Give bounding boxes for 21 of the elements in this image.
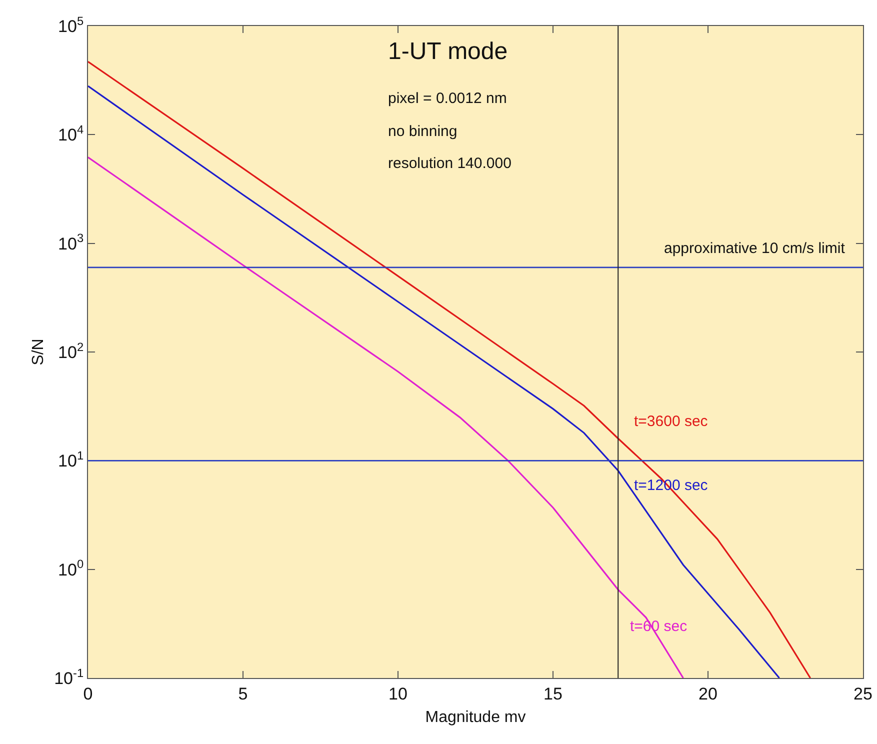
- y-tick-label: 10$^{-1}$: [54, 666, 84, 688]
- y-tick-label: 10$^{5}$: [58, 14, 84, 36]
- x-axis-title: Magnitude mv: [425, 709, 526, 726]
- y-axis-title: S/N: [30, 338, 47, 366]
- x-tick-label: 5: [238, 684, 248, 704]
- ref-line-label: approximative 10 cm/s limit: [664, 240, 846, 257]
- y-tick-label: 10$^{3}$: [58, 231, 84, 254]
- text: 1-UT mode: [388, 38, 508, 65]
- series-label: t=3600 sec: [634, 413, 708, 430]
- x-tick-label: 15: [544, 684, 562, 704]
- x-tick-label: 20: [698, 684, 718, 704]
- y-tick-label: 10$^{4}$: [58, 122, 84, 145]
- y-tick-label: 10$^{2}$: [58, 340, 84, 362]
- x-tick-label: 25: [854, 684, 872, 704]
- annotation: no binning: [388, 123, 458, 140]
- annotation: pixel = 0.0012 nm: [388, 90, 507, 107]
- y-tick-label: 10$^{1}$: [58, 448, 84, 471]
- annotation: resolution 140.000: [388, 155, 512, 172]
- y-tick-label: 10$^{0}$: [58, 557, 84, 580]
- x-tick-label: 0: [83, 684, 93, 704]
- x-tick-label: 10: [388, 684, 408, 704]
